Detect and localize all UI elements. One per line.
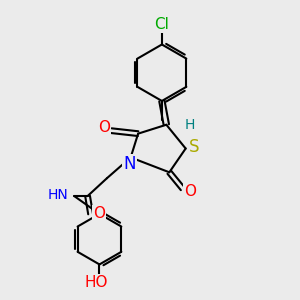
- Text: O: O: [93, 206, 105, 221]
- Text: N: N: [123, 155, 135, 173]
- Text: HO: HO: [85, 275, 108, 290]
- Text: S: S: [189, 138, 199, 156]
- Text: O: O: [184, 184, 196, 199]
- Text: O: O: [98, 120, 110, 135]
- Text: HN: HN: [48, 188, 69, 202]
- Text: Cl: Cl: [154, 17, 169, 32]
- Text: H: H: [185, 118, 195, 132]
